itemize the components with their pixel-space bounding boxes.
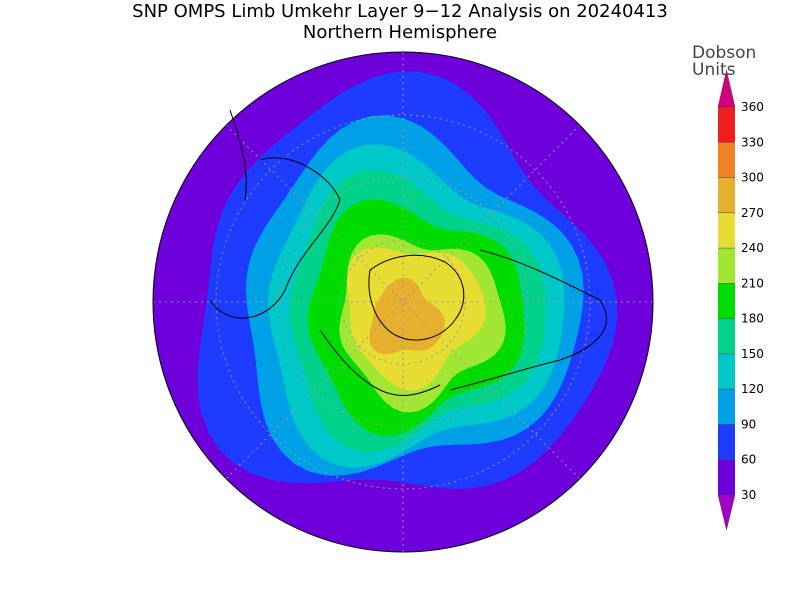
contour-field [153, 52, 653, 552]
colorbar-tick-label: 360 [741, 100, 764, 114]
colorbar-bin [718, 318, 735, 354]
colorbar-bin [718, 283, 735, 319]
colorbar-bin [718, 424, 735, 460]
colorbar-tick-label: 90 [741, 417, 756, 431]
colorbar-bin [718, 177, 735, 213]
title: SNP OMPS Limb Umkehr Layer 9−12 Analysis… [132, 1, 668, 22]
colorbar-bin [718, 107, 735, 143]
colorbar-label: Units [692, 60, 736, 80]
colorbar-bin [718, 142, 735, 178]
colorbar-tick-label: 240 [741, 241, 764, 255]
colorbar-tick-label: 180 [741, 312, 764, 326]
colorbar-bin [718, 248, 735, 284]
graticule [153, 52, 653, 552]
colorbar-bin [718, 212, 735, 249]
colorbar-tick-label: 30 [741, 488, 756, 502]
colorbar-tick-label: 150 [741, 347, 764, 361]
colorbar-extension [717, 494, 736, 531]
colorbar-tick-label: 60 [741, 453, 756, 467]
colorbar-label: Dobson [692, 43, 756, 63]
colorbar-bin [718, 389, 735, 425]
colorbar-bin [718, 353, 735, 390]
colorbar-tick-label: 270 [741, 206, 764, 220]
colorbar-tick-label: 300 [741, 171, 764, 185]
map-border [152, 51, 654, 553]
subtitle: Northern Hemisphere [303, 22, 497, 43]
colorbar-tick-label: 330 [741, 135, 764, 149]
colorbar-tick-label: 210 [741, 276, 764, 290]
colorbar: 30 60 90 120 150 180 210 240 270 300 330 360 [717, 69, 764, 531]
colorbar-bin [718, 459, 735, 495]
colorbar-tick-label: 120 [741, 382, 764, 396]
contour-region [369, 277, 445, 355]
